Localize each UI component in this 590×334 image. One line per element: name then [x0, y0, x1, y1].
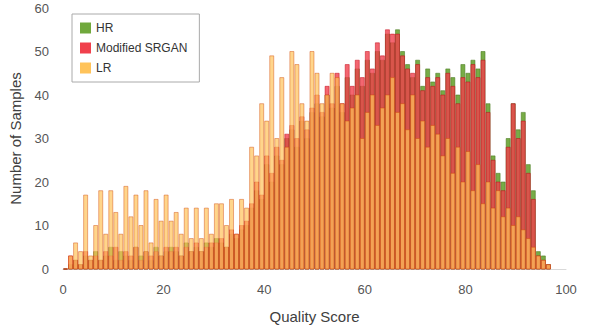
svg-text:Number of Samples: Number of Samples	[7, 72, 24, 205]
svg-text:100: 100	[555, 282, 577, 297]
svg-text:30: 30	[35, 131, 49, 146]
svg-text:10: 10	[35, 218, 49, 233]
svg-text:40: 40	[35, 88, 49, 103]
svg-text:40: 40	[257, 282, 271, 297]
svg-text:20: 20	[156, 282, 170, 297]
svg-text:Quality Score: Quality Score	[269, 308, 359, 325]
svg-text:50: 50	[35, 44, 49, 59]
svg-text:0: 0	[59, 282, 66, 297]
svg-text:LR: LR	[96, 61, 112, 75]
svg-text:80: 80	[458, 282, 472, 297]
svg-text:60: 60	[35, 1, 49, 16]
svg-text:Modified SRGAN: Modified SRGAN	[96, 41, 187, 55]
svg-text:HR: HR	[96, 21, 114, 35]
svg-text:0: 0	[42, 262, 49, 277]
svg-text:60: 60	[358, 282, 372, 297]
svg-text:20: 20	[35, 175, 49, 190]
